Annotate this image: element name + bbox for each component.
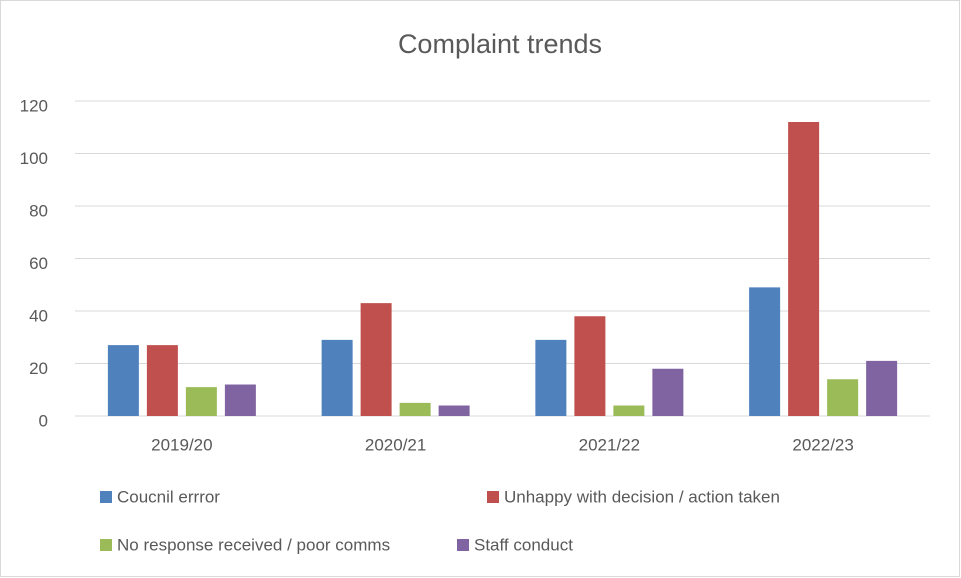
y-tick-label: 120 (20, 96, 48, 115)
x-tick-label: 2021/22 (579, 435, 640, 454)
bar (535, 339, 567, 416)
bar (574, 316, 606, 416)
bar (438, 405, 470, 416)
x-tick-label: 2020/21 (365, 435, 426, 454)
x-tick-label: 2022/23 (792, 435, 853, 454)
bar (399, 402, 431, 416)
bar (185, 387, 217, 416)
legend-swatch (487, 491, 499, 503)
bar (224, 384, 256, 416)
bar (827, 379, 859, 416)
y-tick-label: 0 (39, 411, 48, 430)
legend-swatch (100, 539, 112, 551)
y-tick-label: 100 (20, 149, 48, 168)
bar (749, 287, 781, 416)
bar (652, 368, 684, 416)
bar (107, 345, 139, 416)
y-tick-label: 20 (29, 359, 48, 378)
y-tick-label: 40 (29, 306, 48, 325)
chart-title: Complaint trends (398, 29, 602, 59)
bar (146, 345, 178, 416)
bar (866, 360, 898, 416)
y-tick-label: 80 (29, 201, 48, 220)
legend-swatch (100, 491, 112, 503)
bar (613, 405, 645, 416)
bar (788, 122, 820, 416)
legend-label: Unhappy with decision / action taken (504, 487, 780, 506)
legend-label: Coucnil errror (117, 487, 220, 506)
legend-label: No response received / poor comms (117, 535, 390, 554)
legend-label: Staff conduct (474, 535, 573, 554)
bar (360, 303, 392, 416)
bar (321, 339, 353, 416)
y-tick-label: 60 (29, 254, 48, 273)
legend-swatch (457, 539, 469, 551)
x-tick-label: 2019/20 (151, 435, 212, 454)
